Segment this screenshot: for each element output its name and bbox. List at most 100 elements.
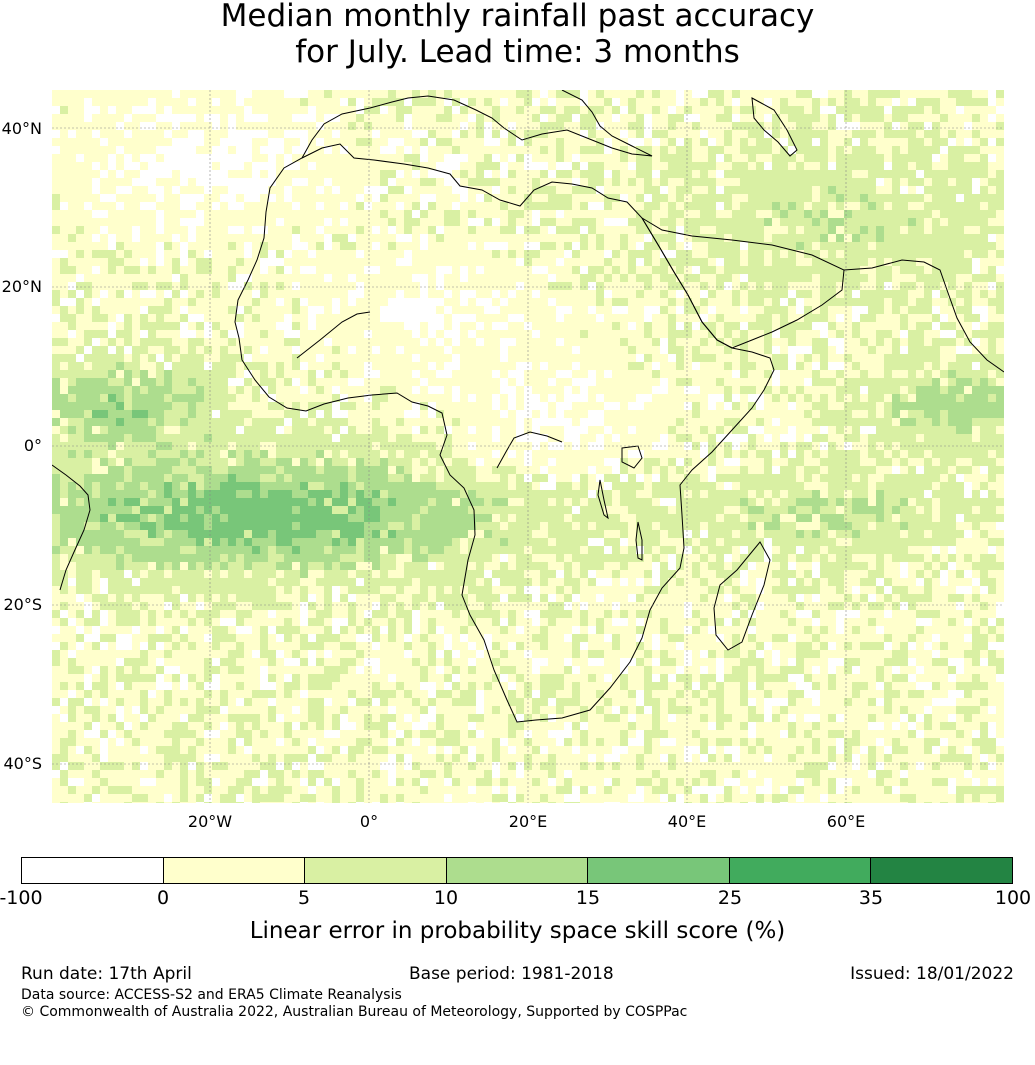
- heatmap-cell: [580, 114, 588, 122]
- heatmap-cell: [708, 266, 716, 274]
- heatmap-cell: [844, 90, 852, 98]
- heatmap-cell: [764, 370, 772, 378]
- heatmap-cell: [668, 114, 676, 122]
- heatmap-cell: [388, 218, 396, 226]
- heatmap-cell: [772, 98, 780, 106]
- heatmap-cell: [396, 418, 404, 426]
- heatmap-cell: [172, 114, 180, 122]
- heatmap-cell: [764, 282, 772, 290]
- heatmap-cell: [332, 226, 340, 234]
- heatmap-cell: [396, 98, 404, 106]
- heatmap-cell: [92, 210, 100, 218]
- heatmap-cell: [460, 402, 468, 410]
- heatmap-cell: [428, 258, 436, 266]
- heatmap-cell: [340, 226, 348, 234]
- heatmap-cell: [884, 314, 892, 322]
- heatmap-cell: [716, 378, 724, 386]
- heatmap-cell: [844, 306, 852, 314]
- heatmap-cell: [700, 178, 708, 186]
- heatmap-cell: [444, 338, 452, 346]
- heatmap-cell: [772, 290, 780, 298]
- heatmap-cell: [788, 410, 796, 418]
- heatmap-cell: [204, 282, 212, 290]
- heatmap-cell: [676, 186, 684, 194]
- heatmap-cell: [132, 106, 140, 114]
- heatmap-cell: [980, 386, 988, 394]
- heatmap-cell: [740, 194, 748, 202]
- heatmap-cell: [924, 418, 932, 426]
- heatmap-cell: [444, 106, 452, 114]
- heatmap-cell: [764, 410, 772, 418]
- heatmap-cell: [396, 170, 404, 178]
- heatmap-cell: [380, 314, 388, 322]
- heatmap-cell: [788, 178, 796, 186]
- heatmap-cell: [620, 122, 628, 130]
- heatmap-cell: [868, 354, 876, 362]
- heatmap-cell: [276, 354, 284, 362]
- heatmap-cell: [852, 378, 860, 386]
- heatmap-cell: [196, 170, 204, 178]
- heatmap-cell: [460, 322, 468, 330]
- heatmap-cell: [164, 98, 172, 106]
- heatmap-cell: [748, 362, 756, 370]
- heatmap-cell: [660, 218, 668, 226]
- heatmap-cell: [348, 402, 356, 410]
- heatmap-cell: [500, 330, 508, 338]
- heatmap-cell: [604, 298, 612, 306]
- heatmap-cell: [596, 338, 604, 346]
- heatmap-cell: [332, 338, 340, 346]
- heatmap-cell: [156, 170, 164, 178]
- heatmap-cell: [940, 234, 948, 242]
- heatmap-cell: [436, 402, 444, 410]
- heatmap-cell: [60, 370, 68, 378]
- heatmap-cell: [196, 410, 204, 418]
- heatmap-cell: [844, 234, 852, 242]
- heatmap-cell: [812, 290, 820, 298]
- heatmap-cell: [60, 394, 68, 402]
- heatmap-cell: [164, 122, 172, 130]
- heatmap-cell: [700, 162, 708, 170]
- heatmap-cell: [340, 330, 348, 338]
- heatmap-cell: [916, 170, 924, 178]
- heatmap-cell: [940, 146, 948, 154]
- heatmap-cell: [500, 370, 508, 378]
- heatmap-cell: [60, 338, 68, 346]
- heatmap-cell: [652, 234, 660, 242]
- heatmap-cell: [316, 146, 324, 154]
- heatmap-cell: [420, 186, 428, 194]
- heatmap-cell: [996, 370, 1004, 378]
- heatmap-cell: [868, 130, 876, 138]
- heatmap-cell: [964, 98, 972, 106]
- heatmap-cell: [68, 314, 76, 322]
- heatmap-cell: [140, 282, 148, 290]
- heatmap-cell: [756, 386, 764, 394]
- heatmap-cell: [612, 386, 620, 394]
- heatmap-cell: [140, 170, 148, 178]
- heatmap-cell: [764, 418, 772, 426]
- heatmap-cell: [172, 354, 180, 362]
- heatmap-cell: [76, 418, 84, 426]
- heatmap-cell: [484, 290, 492, 298]
- heatmap-cell: [796, 346, 804, 354]
- heatmap-cell: [460, 98, 468, 106]
- heatmap-cell: [516, 298, 524, 306]
- heatmap-cell: [748, 402, 756, 410]
- heatmap-cell: [924, 282, 932, 290]
- heatmap-cell: [532, 362, 540, 370]
- heatmap-cell: [972, 386, 980, 394]
- heatmap-cell: [364, 338, 372, 346]
- heatmap-cell: [100, 226, 108, 234]
- heatmap-cell: [988, 290, 996, 298]
- heatmap-cell: [108, 154, 116, 162]
- heatmap-cell: [364, 194, 372, 202]
- heatmap-cell: [876, 178, 884, 186]
- heatmap-cell: [876, 418, 884, 426]
- heatmap-cell: [924, 122, 932, 130]
- map-title-line-2: for July. Lead time: 3 months: [295, 34, 740, 70]
- heatmap-cell: [804, 258, 812, 266]
- heatmap-cell: [708, 418, 716, 426]
- heatmap-cell: [828, 290, 836, 298]
- heatmap-cell: [428, 106, 436, 114]
- heatmap-cell: [188, 330, 196, 338]
- heatmap-cell: [532, 194, 540, 202]
